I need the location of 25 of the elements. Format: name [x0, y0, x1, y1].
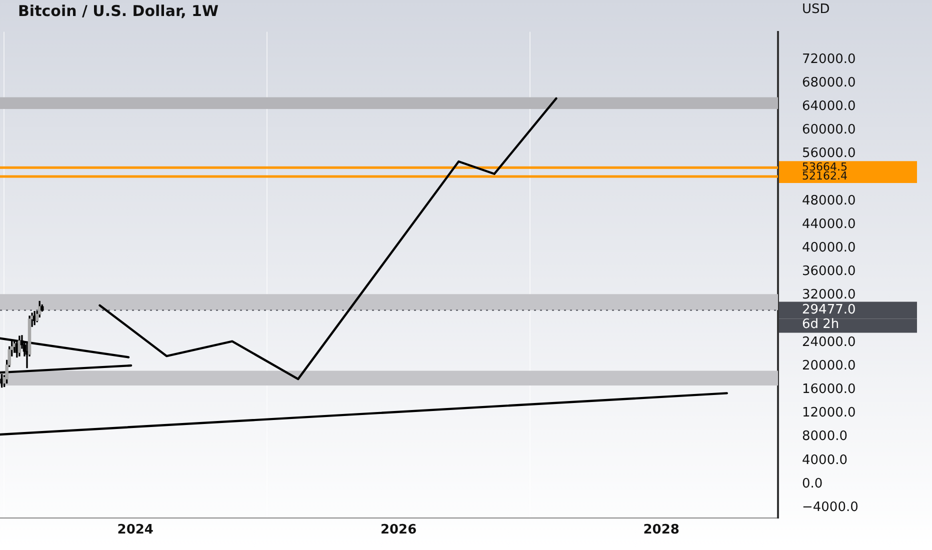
- text: 6d 2h: [802, 317, 840, 332]
- y-tick-label: 36000.0: [802, 264, 856, 280]
- y-tick-label: 48000.0: [802, 193, 856, 208]
- x-tick-label: 2026: [380, 522, 417, 538]
- y-tick-label: 8000.0: [802, 429, 848, 444]
- y-tick-label: 24000.0: [802, 334, 856, 350]
- y-tick-label: 20000.0: [802, 358, 856, 374]
- y-tick-label: 44000.0: [802, 216, 856, 232]
- y-tick-label: 16000.0: [802, 382, 856, 398]
- y-tick-label: 72000.0: [802, 52, 856, 67]
- y-tick-label: −4000.0: [802, 500, 858, 515]
- x-tick-label: 2024: [117, 522, 154, 538]
- y-tick-label: 64000.0: [802, 99, 856, 114]
- y-tick-label: 0.0: [802, 476, 823, 492]
- y-tick-label: 12000.0: [802, 406, 856, 421]
- chart-title: Bitcoin / U.S. Dollar, 1W: [18, 2, 219, 20]
- y-tick-label: 32000.0: [802, 288, 856, 303]
- y-tick-label: 40000.0: [802, 240, 856, 256]
- ref-line-label: 29477.0: [802, 302, 856, 318]
- y-axis-title: USD: [802, 2, 830, 17]
- y-tick-label: 56000.0: [802, 146, 856, 162]
- y-tick-label: 4000.0: [802, 452, 848, 468]
- x-tick-label: 2028: [643, 522, 680, 538]
- y-tick-label: 68000.0: [802, 75, 856, 90]
- y-tick-label: 60000.0: [802, 122, 856, 138]
